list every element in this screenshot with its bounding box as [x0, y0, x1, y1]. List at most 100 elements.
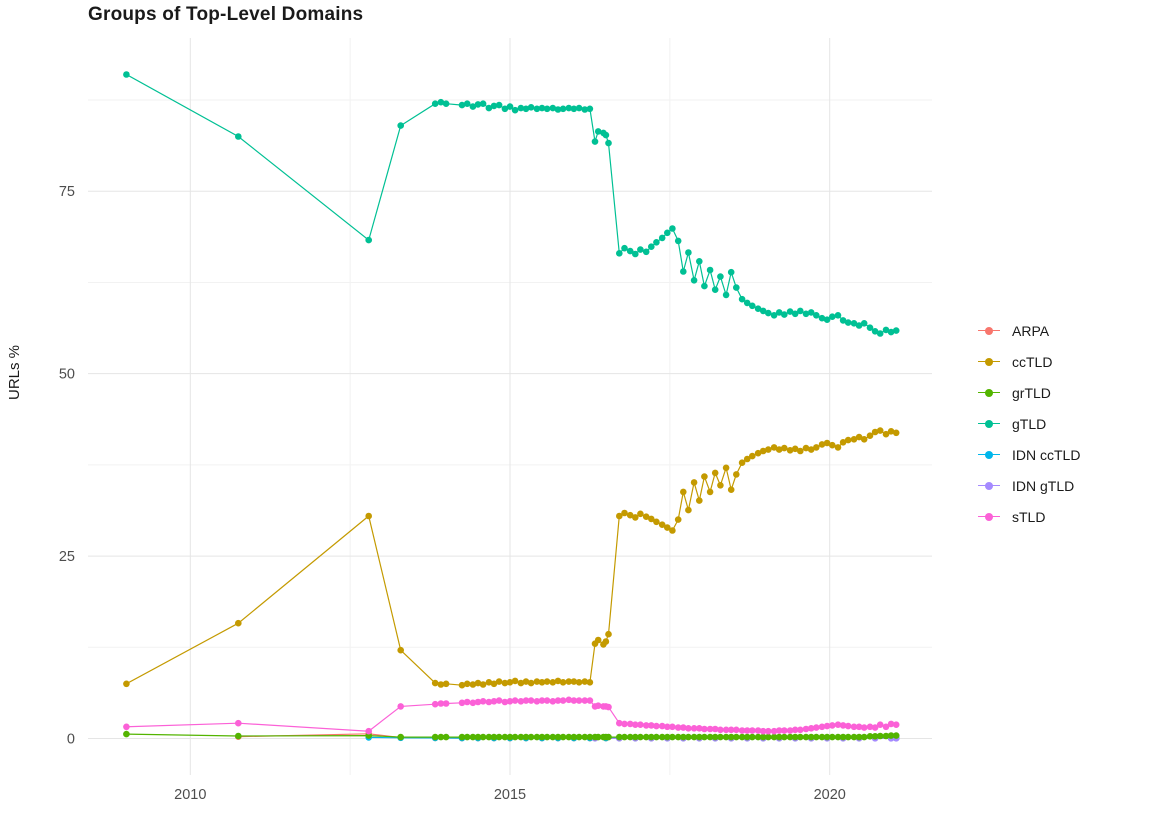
data-point [797, 307, 804, 315]
data-point [775, 446, 783, 453]
data-point [581, 106, 589, 113]
data-point [431, 679, 439, 687]
data-point [839, 733, 847, 741]
data-point [844, 733, 852, 741]
data-point [685, 733, 692, 741]
data-point [565, 696, 573, 704]
data-point [506, 698, 514, 705]
data-point [581, 678, 589, 685]
data-point [511, 677, 519, 685]
data-point [235, 133, 242, 140]
data-point [442, 100, 450, 107]
data-point [559, 679, 567, 686]
data-point [437, 700, 445, 707]
data-point [743, 733, 751, 741]
data-point [490, 698, 498, 705]
series-sTLD [123, 696, 900, 735]
legend-item-label: ARPA [1012, 322, 1050, 339]
data-point [594, 128, 602, 135]
data-point [522, 733, 530, 741]
data-point [621, 733, 628, 741]
data-point [463, 698, 471, 706]
data-point [717, 273, 724, 280]
data-point [781, 311, 788, 318]
data-point [882, 430, 890, 438]
data-point [855, 322, 863, 329]
data-point [807, 446, 815, 453]
data-point [591, 138, 599, 145]
data-point [621, 509, 628, 517]
data-point [765, 733, 772, 741]
data-point [855, 733, 863, 741]
data-point [818, 733, 826, 741]
data-point [866, 324, 874, 332]
data-point [522, 678, 530, 685]
data-point [495, 101, 503, 109]
data-point [685, 506, 692, 514]
data-point [637, 246, 644, 253]
data-point [839, 317, 847, 324]
data-point [749, 302, 756, 310]
legend: ARPA ccTLD grTLD gTLD IDN ccTLD IDN gTLD sTLD [976, 315, 1080, 532]
data-point [818, 441, 826, 448]
data-point [575, 104, 583, 112]
data-point [844, 319, 852, 326]
data-point [834, 444, 842, 451]
x-tick-label: 2020 [814, 787, 846, 803]
data-point [759, 447, 767, 455]
data-point [871, 328, 879, 335]
data-point [621, 720, 628, 728]
data-point [543, 697, 551, 704]
data-point [554, 106, 562, 113]
data-point [690, 733, 698, 741]
data-point [733, 284, 740, 291]
data-point [892, 732, 900, 739]
data-point [474, 698, 482, 706]
data-point [722, 726, 730, 734]
data-point [365, 512, 373, 520]
data-point [653, 722, 660, 730]
data-point [594, 702, 602, 709]
data-point [522, 105, 530, 113]
data-point [696, 733, 703, 741]
data-point [648, 243, 655, 250]
data-point [431, 100, 439, 107]
data-point [871, 724, 879, 731]
data-point [538, 104, 546, 112]
data-point [882, 723, 890, 731]
data-point [722, 733, 730, 741]
data-point [506, 103, 514, 110]
data-point [517, 698, 525, 705]
legend-key-icon [976, 448, 1002, 462]
data-point [823, 439, 831, 447]
data-point [711, 469, 719, 477]
data-point [855, 723, 863, 731]
data-point [717, 733, 724, 741]
data-point [495, 733, 503, 741]
data-point [501, 679, 509, 687]
data-point [892, 429, 900, 437]
data-point [738, 295, 746, 303]
data-point [749, 727, 756, 734]
data-point [722, 464, 730, 472]
data-point [797, 733, 804, 741]
data-point [781, 444, 788, 452]
data-point [431, 733, 439, 741]
data-point [887, 428, 895, 435]
data-point [690, 277, 698, 284]
data-point [754, 305, 762, 313]
series-grTLD [123, 730, 900, 741]
data-point [839, 439, 847, 446]
data-point [626, 720, 634, 728]
data-point [637, 510, 644, 518]
data-point [797, 726, 804, 734]
data-point [586, 697, 594, 704]
data-point [605, 139, 612, 147]
data-point [506, 733, 514, 741]
data-point [511, 106, 519, 114]
data-point [642, 248, 650, 256]
data-point [485, 679, 493, 686]
data-point [463, 733, 471, 741]
data-point [770, 444, 778, 451]
